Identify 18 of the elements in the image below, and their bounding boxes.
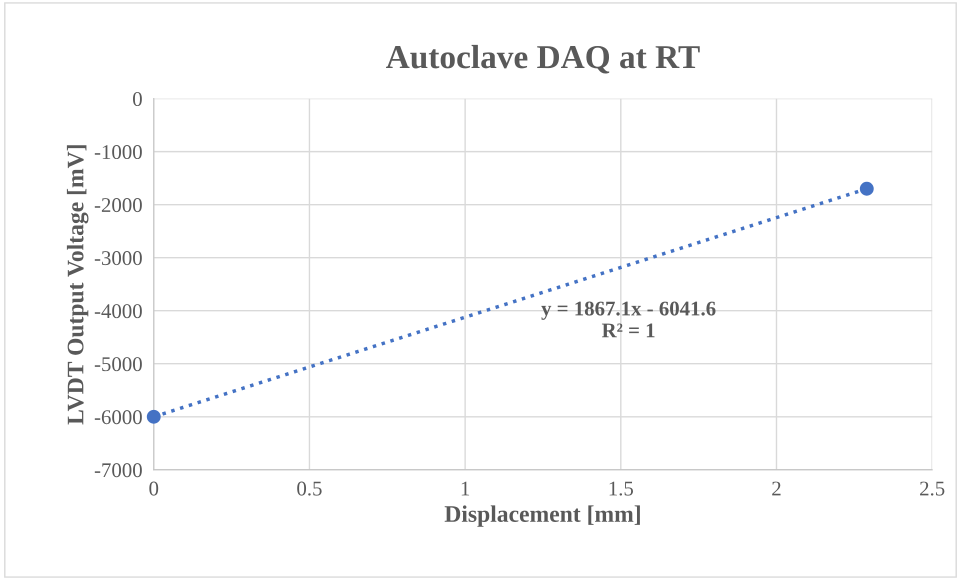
y-tick-label: -5000 <box>94 357 142 372</box>
x-tick-label: 2 <box>772 482 781 496</box>
y-tick-label: -3000 <box>94 251 142 266</box>
y-tick-label: -2000 <box>94 198 142 212</box>
x-tick-label: 0.5 <box>297 482 322 496</box>
x-axis-title: Displacement [mm] <box>444 505 640 527</box>
chart-title: Autoclave DAQ at RT <box>386 44 700 74</box>
y-tick-label: -6000 <box>94 410 142 424</box>
y-axis-title: LVDT Output Voltage [mV] <box>66 145 88 425</box>
annotation: y = 1867.1x - 6041.6 R² = 1 <box>541 302 716 338</box>
x-tick-label: 1.5 <box>610 482 634 496</box>
x-tick-label: 0 <box>149 482 158 496</box>
x-tick-label: 2.5 <box>920 482 944 496</box>
y-tick-label: -4000 <box>94 304 142 318</box>
y-tick-label: -7000 <box>94 463 142 478</box>
y-tick-label: 0 <box>133 92 142 106</box>
x-tick-label: 1 <box>462 482 470 496</box>
y-tick-label: -1000 <box>94 145 142 160</box>
